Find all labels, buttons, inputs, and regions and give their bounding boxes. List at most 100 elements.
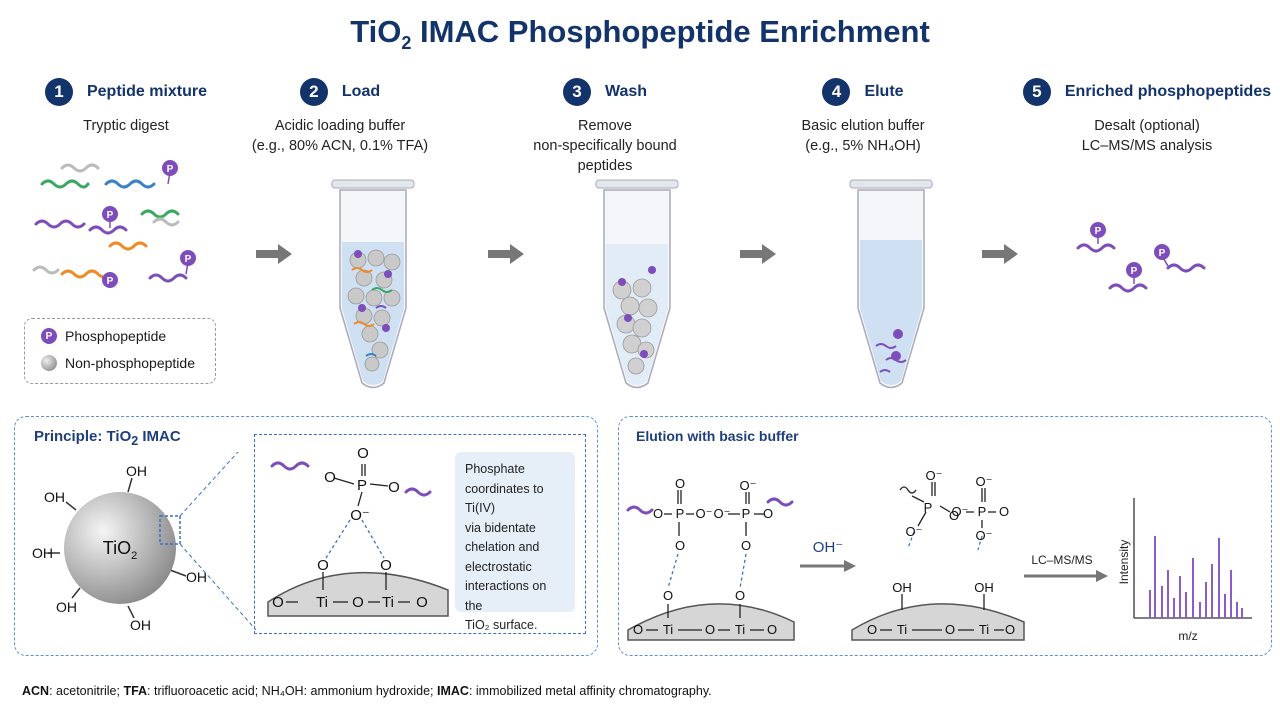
bead-label: TiO: [103, 538, 131, 558]
svg-text:Ti: Ti: [979, 622, 989, 637]
step-number-badge: 3: [562, 78, 591, 106]
principle-panel: [14, 416, 598, 656]
svg-text:O⁻: O⁻: [350, 507, 370, 524]
svg-text:O: O: [380, 557, 392, 574]
svg-text:O: O: [416, 594, 428, 611]
step-description: Basic elution buffer (e.g., 5% NH₄OH): [801, 118, 925, 154]
step-description: Desalt (optional) LC–MS/MS analysis: [1081, 118, 1213, 154]
step-number-badge: 5: [1022, 78, 1051, 106]
step-description: Acidic loading buffer (e.g., 80% ACN, 0.1…: [251, 118, 429, 154]
method-label: LC–MS/MS: [1031, 553, 1092, 567]
step-5: 5 Enriched phosphopeptides Desalt (option…: [1022, 78, 1272, 156]
phosphopeptide-icon: P: [41, 328, 57, 344]
svg-text:O: O: [867, 622, 877, 637]
process-arrow-icon: [256, 244, 292, 264]
svg-text:O: O: [675, 476, 685, 491]
svg-text:O: O: [675, 538, 685, 553]
svg-text:O: O: [663, 588, 673, 603]
enriched-peptides-illustration: P P P: [1076, 222, 1206, 293]
process-arrow-icon: [488, 244, 524, 264]
svg-text:Ti: Ti: [663, 622, 673, 637]
svg-text:O: O: [767, 622, 777, 637]
step-3: 3 Wash Remove non-specifically bound peptid…: [485, 78, 725, 176]
svg-text:OH: OH: [186, 569, 207, 585]
svg-text:P: P: [185, 254, 192, 265]
svg-text:OH: OH: [974, 580, 994, 595]
svg-text:P: P: [978, 504, 987, 519]
svg-text:Intensity: Intensity: [1117, 540, 1131, 585]
step-number-badge: 4: [822, 78, 851, 106]
svg-text:Ti: Ti: [735, 622, 745, 637]
svg-text:P: P: [357, 477, 367, 494]
svg-text:Ti: Ti: [382, 594, 394, 611]
svg-text:O: O: [1005, 622, 1015, 637]
principle-title: Principle: TiO2 IMAC: [34, 428, 181, 448]
svg-text:O: O: [388, 479, 400, 496]
svg-text:O: O: [949, 508, 959, 523]
svg-text:O: O: [324, 469, 336, 486]
svg-text:P: P: [1095, 226, 1102, 237]
svg-text:P: P: [1131, 266, 1138, 277]
step-title: Load: [341, 83, 381, 100]
svg-text:O: O: [352, 594, 364, 611]
svg-text:OH: OH: [32, 545, 53, 561]
svg-text:OH: OH: [130, 617, 151, 633]
svg-text:O: O: [272, 594, 284, 611]
svg-text:OH: OH: [126, 463, 147, 479]
svg-text:Ti: Ti: [897, 622, 907, 637]
svg-text:TiO2: TiO2: [103, 538, 137, 562]
svg-text:O: O: [999, 504, 1009, 519]
svg-text:O⁻: O⁻: [714, 506, 731, 521]
wash-tube: [595, 179, 679, 389]
svg-text:P: P: [742, 506, 751, 521]
svg-text:OH: OH: [44, 489, 65, 505]
svg-text:P: P: [167, 164, 174, 175]
svg-text:O: O: [357, 445, 369, 462]
svg-text:O: O: [633, 622, 643, 637]
step-2: 2 Load Acidic loading buffer (e.g., 80% AC…: [220, 78, 460, 156]
svg-text:P: P: [676, 506, 685, 521]
svg-text:O⁻: O⁻: [952, 504, 969, 519]
step-number-badge: 2: [299, 78, 328, 106]
svg-text:O: O: [741, 538, 751, 553]
process-arrow-icon: [982, 244, 1018, 264]
step-title: Peptide mixture: [86, 83, 208, 100]
svg-text:O⁻: O⁻: [906, 524, 923, 539]
svg-text:O⁻: O⁻: [976, 528, 993, 543]
step-4: 4 Elute Basic elution buffer (e.g., 5% NH₄…: [743, 78, 983, 156]
abbreviation-footer: ACN: acetonitrile; TFA: trifluoroacetic …: [22, 684, 712, 698]
step-title: Enriched phosphopeptides: [1064, 83, 1272, 100]
zoom-box: [254, 434, 586, 634]
svg-text:O⁻: O⁻: [696, 506, 713, 521]
step-description: Tryptic digest: [83, 118, 169, 134]
reagent-label: OH⁻: [813, 539, 843, 556]
elution-arrow-icon: [800, 560, 856, 572]
svg-text:Ti: Ti: [316, 594, 328, 611]
step-title: Elute: [864, 83, 904, 100]
non-phosphopeptide-icon: [41, 355, 57, 371]
svg-text:P: P: [107, 276, 114, 287]
principle-note: Phosphate coordinates to Ti(IV) via bident…: [455, 452, 575, 632]
svg-text:m/z: m/z: [1178, 629, 1197, 643]
ms-spectrum: m/z Intensity: [1117, 498, 1252, 643]
process-arrow-icon: [740, 244, 776, 264]
step-number-badge: 1: [44, 78, 73, 106]
svg-text:O: O: [735, 588, 745, 603]
elute-tube: [849, 179, 933, 389]
legend: P Phosphopeptide Non-phosphopeptide: [24, 318, 216, 384]
legend-label-phosphopeptide: Phosphopeptide: [65, 328, 167, 344]
step-description: Remove non-specifically bound peptides: [533, 118, 677, 174]
svg-text:O⁻: O⁻: [740, 478, 757, 493]
peptide-mixture-illustration: P P P P: [32, 160, 196, 288]
tio2-bead-diagram: TiO2 OH OH OH OH OH OH: [32, 452, 257, 633]
step-1: 1 Peptide mixture Tryptic digest: [6, 78, 246, 136]
svg-text:O⁻: O⁻: [926, 468, 943, 483]
svg-text:O: O: [653, 506, 663, 521]
phosphate-binding-diagram: O O P O O⁻ O O O Ti O Ti O: [267, 445, 449, 617]
svg-text:P: P: [1159, 248, 1166, 259]
lcms-arrow-icon: [1024, 570, 1108, 582]
svg-text:O: O: [317, 557, 329, 574]
svg-text:P: P: [107, 210, 114, 221]
elution-panel: [618, 416, 1272, 656]
